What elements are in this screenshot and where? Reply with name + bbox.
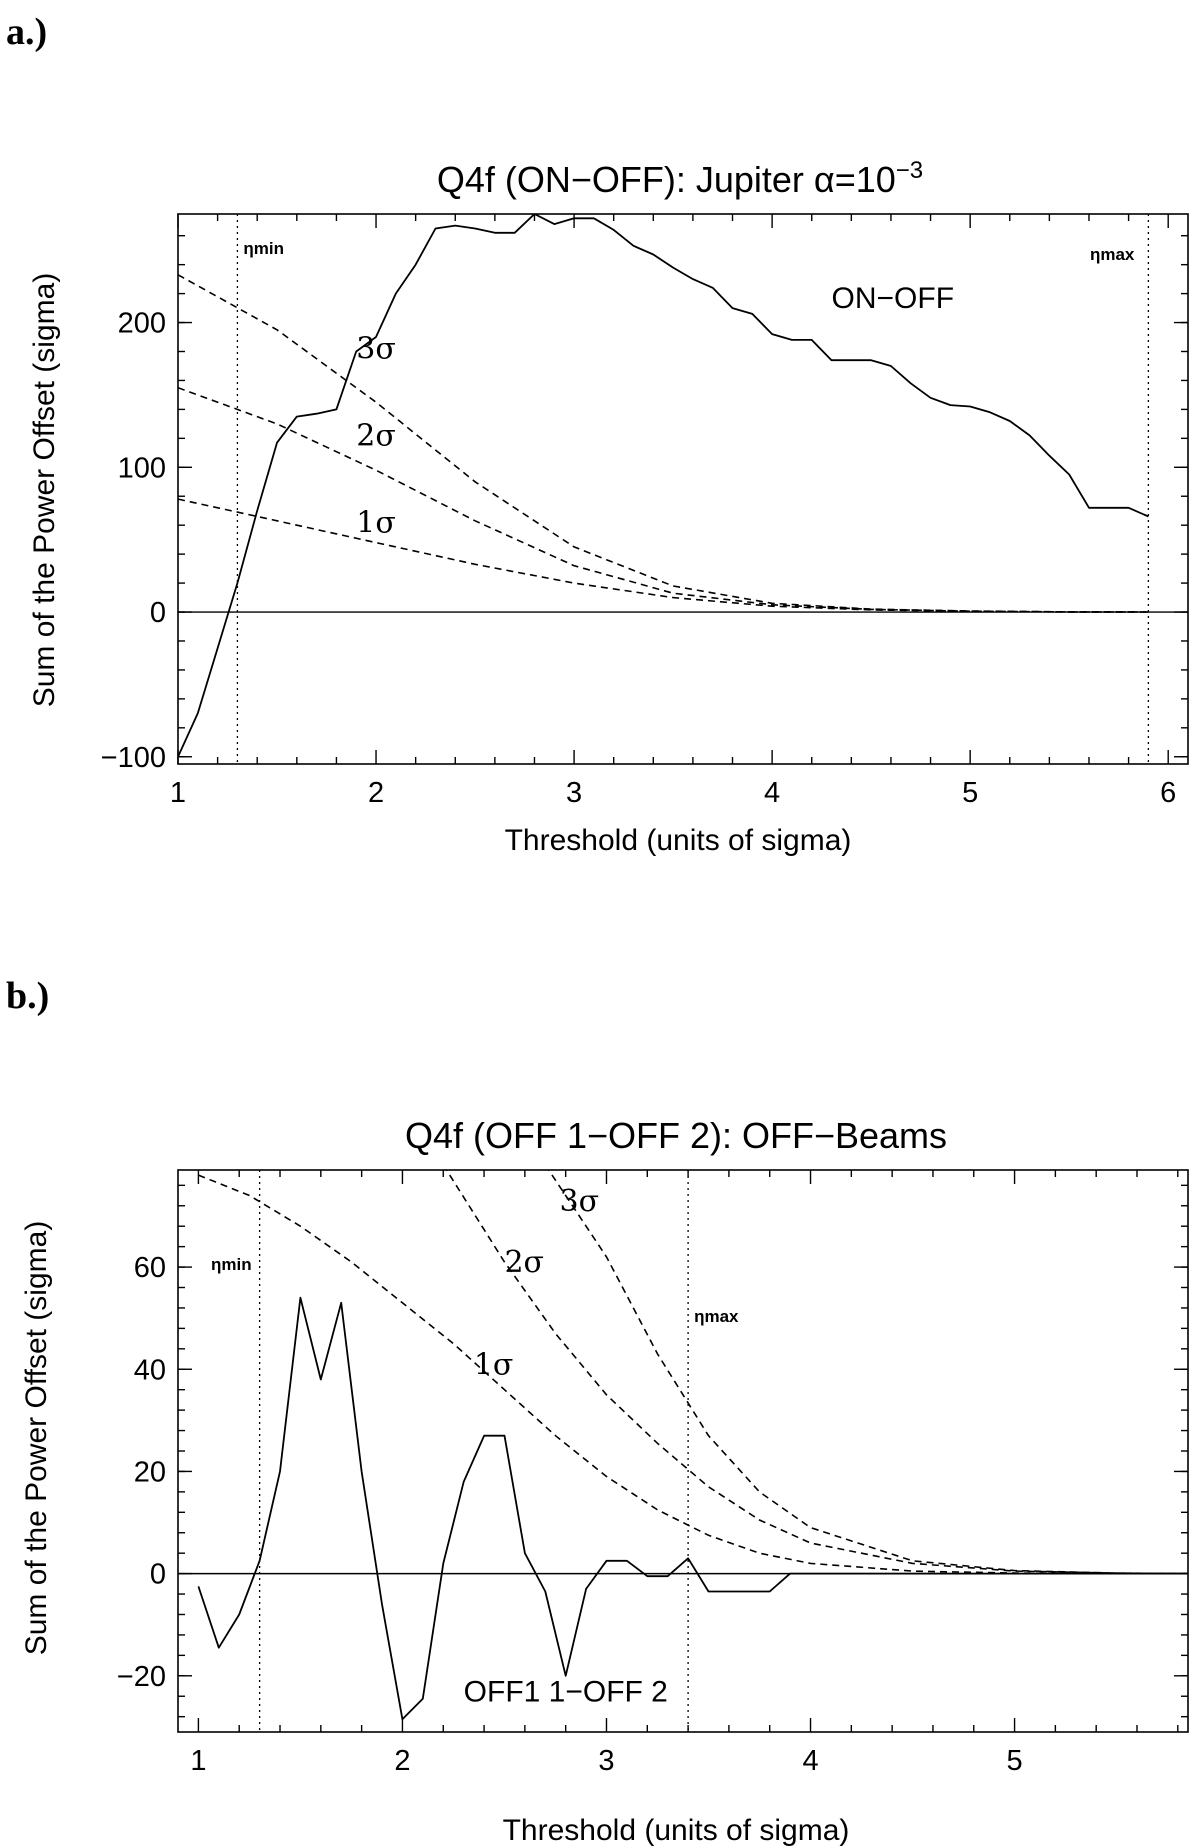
chart-b-sigma-curve-1 [198, 1174, 1188, 1575]
chart-b-annotation: OFF1 1−OFF 2 [464, 1675, 668, 1708]
chart-a-data-line [178, 214, 1149, 758]
chart-a-x-tick-label: 5 [962, 777, 978, 809]
chart-a-y-tick-label: 0 [150, 597, 166, 629]
chart-a-xlabel: Threshold (units of sigma) [505, 824, 852, 857]
chart-b-annotation: 3σ [560, 1184, 600, 1219]
chart-a: a.) Q4f (ON−OFF): Jupiter α=10−3 1 2 3 4 5 6 −… [6, 11, 1189, 857]
chart-b-eta-max-label: ηmax [694, 1307, 739, 1326]
chart-a-eta-max-label: ηmax [1090, 245, 1135, 264]
chart-b-annotation: 2σ [504, 1245, 544, 1280]
chart-b-x-tick-label: 3 [598, 1745, 614, 1777]
chart-b-xlabel: Threshold (units of sigma) [503, 1814, 850, 1847]
chart-a-plot-frame [177, 213, 1189, 765]
chart-b: b.) Q4f (OFF 1−OFF 2): OFF−Beams 1 2 3 4 5 −2… [6, 975, 1189, 1847]
chart-b-sigma-curve-2 [445, 1170, 1188, 1575]
chart-a-eta-min-label: ηmin [243, 239, 284, 258]
chart-b-y-tick-label: 20 [134, 1456, 166, 1488]
chart-a-sigma-curve-3 [178, 274, 1149, 613]
chart-b-panel-label: b.) [6, 975, 49, 1017]
chart-b-y-tick-label: 40 [134, 1354, 166, 1386]
chart-a-ylabel: Sum of the Power Offset (sigma) [28, 273, 61, 708]
chart-a-y-tick-label: 100 [118, 452, 166, 484]
chart-a-panel-label: a.) [6, 11, 47, 53]
chart-b-x-tick-label: 2 [394, 1745, 410, 1777]
chart-b-y-tick-label: −20 [117, 1661, 166, 1693]
chart-b-x-tick-label: 5 [1006, 1745, 1022, 1777]
chart-b-x-tick-label: 4 [802, 1745, 818, 1777]
chart-b-plot-frame [177, 1169, 1189, 1733]
chart-a-y-tick-label: 200 [118, 308, 166, 340]
chart-a-annotation: 1σ [356, 505, 396, 540]
chart-a-x-tick-label: 1 [170, 777, 186, 809]
chart-a-x-tick-label: 4 [764, 777, 780, 809]
chart-a-x-tick-label: 3 [566, 777, 582, 809]
chart-b-title: Q4f (OFF 1−OFF 2): OFF−Beams [405, 1115, 947, 1156]
chart-b-y-tick-label: 60 [134, 1252, 166, 1284]
chart-b-y-tick-label: 0 [150, 1559, 166, 1591]
chart-b-sigma-curve-3 [547, 1170, 1188, 1575]
chart-b-x-tick-label: 1 [190, 1745, 206, 1777]
chart-a-title: Q4f (ON−OFF): Jupiter α=10−3 [437, 157, 923, 200]
chart-a-sigma-curve-2 [178, 386, 1149, 613]
chart-a-annotation: ON−OFF [832, 282, 955, 315]
chart-a-x-tick-label: 2 [368, 777, 384, 809]
chart-a-x-tick-label: 6 [1160, 777, 1176, 809]
chart-b-ylabel: Sum of the Power Offset (sigma) [20, 1221, 53, 1656]
chart-a-annotation: 2σ [356, 419, 396, 454]
chart-a-annotation: 3σ [356, 332, 396, 367]
chart-b-data-line [197, 1296, 1188, 1721]
chart-b-eta-min-label: ηmin [211, 1255, 252, 1274]
chart-a-sigma-curve-1 [178, 498, 1149, 613]
chart-b-annotation: 1σ [474, 1347, 514, 1382]
chart-a-y-tick-label: −100 [101, 742, 166, 774]
